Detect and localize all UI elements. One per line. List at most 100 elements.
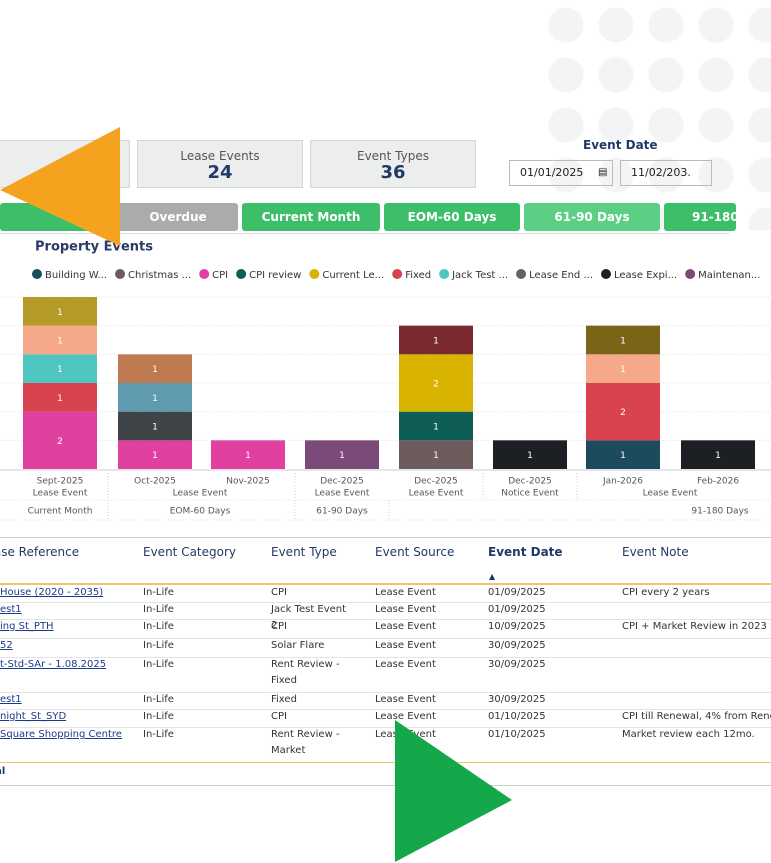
legend-label: Current Le...	[322, 270, 384, 281]
bar-segment	[23, 297, 97, 326]
table-cell: 10/09/2025	[488, 621, 546, 632]
data-label: 1	[152, 423, 158, 433]
lease-link[interactable]: ing St_PTH	[0, 621, 54, 632]
bar-segment	[118, 440, 192, 469]
table-cell: CPI	[271, 587, 287, 598]
filter-button[interactable]: EOM-60 Days	[384, 203, 520, 231]
bar-segment	[586, 325, 660, 355]
data-label: 2	[433, 380, 439, 390]
x-tick-label: Feb-2026	[697, 477, 739, 487]
lease-link[interactable]: House (2020 - 2035)	[0, 587, 104, 598]
data-label: 1	[57, 308, 63, 318]
filter-button[interactable]: 61-90 Days	[524, 203, 660, 231]
table-cell: 30/09/2025	[488, 640, 546, 651]
column-header[interactable]: Lease Reference	[0, 545, 80, 559]
filter-button[interactable]: Overdue	[118, 203, 238, 231]
table-cell: Lease Event	[375, 621, 436, 632]
legend-label: Maintenan...	[698, 270, 760, 281]
legend-marker	[32, 269, 42, 279]
date-to[interactable]: 11/02/203.	[620, 160, 712, 186]
row-line	[0, 727, 771, 728]
x-group-label: Lease Event	[315, 489, 370, 499]
lease-link[interactable]: Square Shopping Centre	[0, 729, 122, 740]
legend-label: Fixed	[405, 270, 431, 281]
column-header[interactable]: Event Date	[488, 545, 563, 559]
table-cell: In-Life	[143, 621, 174, 632]
table-cell: CPI every 2 years	[622, 587, 710, 598]
data-label: 1	[57, 365, 63, 375]
data-label: 1	[620, 365, 626, 375]
bar-segment	[118, 354, 192, 383]
table-cell: CPI	[271, 621, 287, 632]
legend-marker	[439, 269, 450, 279]
bar-segment	[493, 440, 567, 469]
row-line	[0, 619, 771, 620]
table-cell: 30/09/2025	[488, 694, 546, 705]
filter-button[interactable]: Current Month	[242, 203, 380, 231]
table-cell: 01/09/2025	[488, 587, 546, 598]
legend-marker	[685, 269, 696, 279]
table-cell: Lease Event	[375, 640, 436, 651]
bar-segment	[305, 440, 379, 469]
bar-segment	[399, 354, 473, 412]
bar-segment	[23, 383, 97, 412]
table-cell: Lease Event	[375, 729, 436, 740]
bar-segment	[586, 383, 660, 441]
table-cell: 01/10/2025	[488, 729, 546, 740]
legend-marker	[392, 269, 403, 279]
table-cell: Lease Event	[375, 659, 436, 670]
x-group-label: Lease Event	[643, 489, 698, 499]
table-cell: Jack Test Event 2	[271, 604, 347, 631]
x-group-label: Lease Event	[173, 489, 228, 499]
table-cell: Lease Event	[375, 587, 436, 598]
x-tick-label: Dec-2025	[320, 477, 364, 487]
legend-marker	[309, 269, 320, 279]
lease-link[interactable]: est1	[0, 694, 22, 705]
data-label: 1	[433, 451, 439, 461]
x-tick-label: Dec-2025	[414, 477, 458, 487]
header-underline	[0, 583, 771, 585]
data-label: 1	[620, 337, 626, 347]
date-text: 11/02/203.	[631, 166, 691, 179]
lease-link[interactable]: night_St_SYD	[0, 711, 67, 722]
filter-button[interactable]: 91-180 Days	[664, 203, 736, 231]
bar-segment	[399, 411, 473, 441]
legend-marker	[516, 269, 527, 279]
bar-segment	[211, 440, 285, 469]
legend-marker	[601, 269, 611, 279]
card: Lease Events 24	[137, 140, 303, 188]
table-cell: CPI till Renewal, 4% from Rene	[622, 711, 771, 722]
table-cell: In-Life	[143, 694, 174, 705]
table-cell: In-Life	[143, 587, 174, 598]
date-from[interactable]: 01/01/2025 ▤	[509, 160, 613, 186]
legend-label: Christmas ...	[128, 270, 191, 281]
lease-link[interactable]: est1	[0, 604, 22, 615]
row-line	[0, 709, 771, 710]
column-header[interactable]: Event Source	[375, 545, 455, 559]
bar-segment	[399, 440, 473, 469]
row-line	[0, 602, 771, 603]
legend-label: CPI	[212, 270, 228, 281]
column-header[interactable]: Event Note	[622, 545, 689, 559]
x-tick-label: Oct-2025	[134, 477, 176, 487]
table-cell: Solar Flare	[271, 640, 325, 651]
bar-segment	[23, 354, 97, 383]
data-label: 2	[620, 408, 626, 418]
lease-link[interactable]: t-Std-SAr - 1.08.2025	[0, 659, 107, 670]
column-header[interactable]: Event Type	[271, 545, 337, 559]
card-label: Lease Events	[180, 149, 260, 163]
data-label: 1	[339, 451, 345, 461]
table-cell: 01/10/2025	[488, 711, 546, 722]
legend-label: Building W...	[45, 270, 107, 281]
row-line	[0, 785, 771, 786]
table-cell: CPI + Market Review in 2023	[622, 621, 767, 632]
divider	[0, 233, 730, 234]
data-label: 1	[152, 365, 158, 375]
column-header[interactable]: Event Category	[143, 545, 237, 559]
lease-link[interactable]: 52	[0, 640, 13, 651]
sort-icon[interactable]: ▲	[489, 572, 496, 581]
chart: Property Events Building W... Christmas .…	[0, 240, 771, 521]
table-cell: In-Life	[143, 729, 174, 740]
legend-label: Lease Expi...	[614, 270, 677, 281]
date-text: 01/01/2025	[520, 166, 584, 179]
